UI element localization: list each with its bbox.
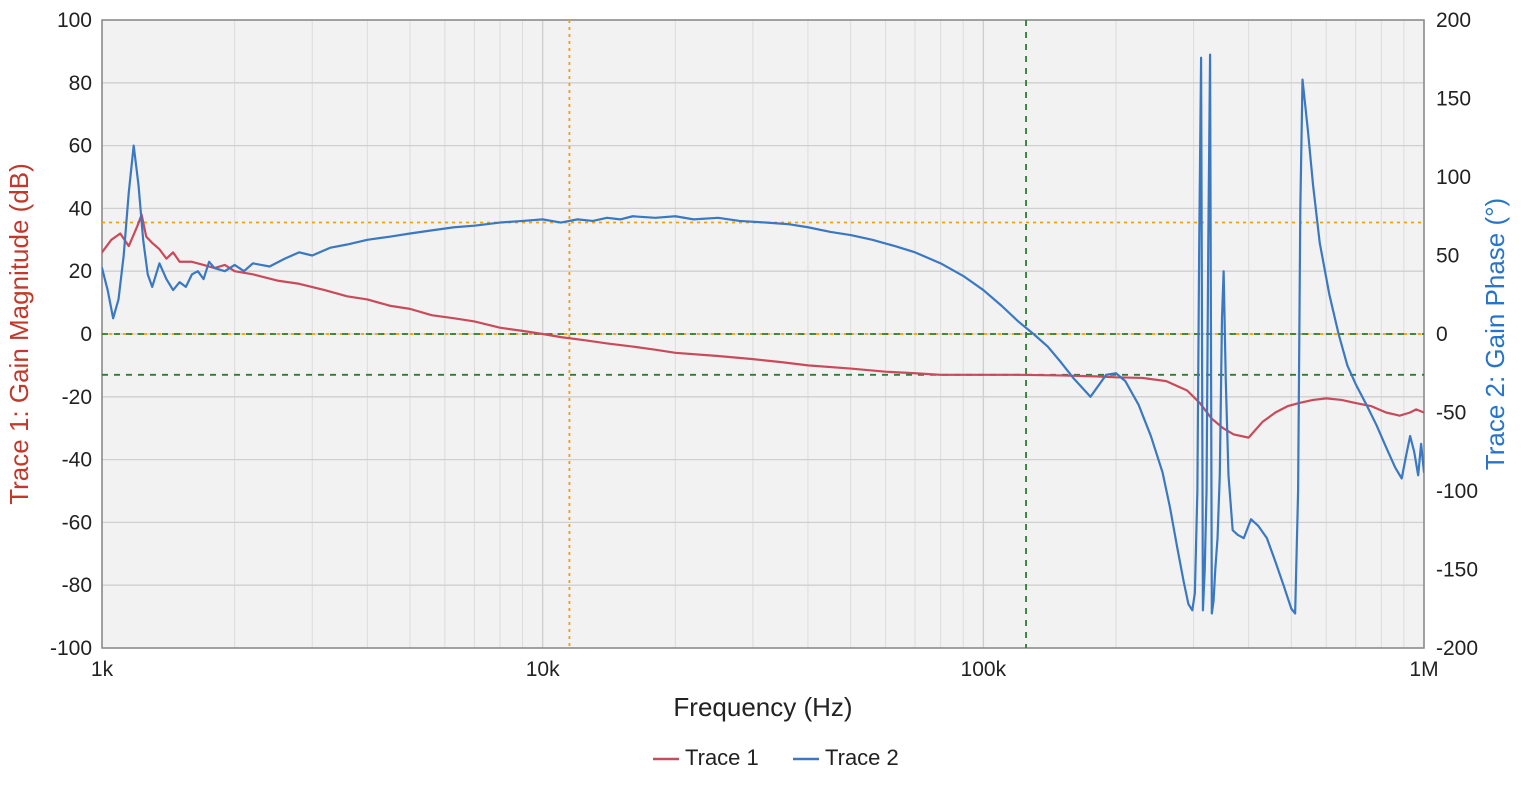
y2-tick-label: 50	[1436, 245, 1459, 268]
y2-tick-label: 200	[1436, 9, 1471, 32]
chart-svg: 1k 10k 100k 1M Frequency (Hz) -100 -80 -60 -40 -2…	[0, 0, 1532, 789]
bode-plot-chart: 1k 10k 100k 1M Frequency (Hz) -100 -80 -60 -40 -2…	[0, 0, 1532, 789]
x-tick-label: 100k	[961, 658, 1007, 681]
y2-tick-label: -200	[1436, 637, 1478, 660]
y2-tick-label: -50	[1436, 402, 1466, 425]
y1-tick-label: 80	[69, 72, 92, 95]
y1-tick-label: 60	[69, 135, 92, 158]
legend-label: Trace 2	[825, 745, 899, 770]
y1-tick-label: -80	[62, 574, 92, 597]
y2-tick-label: -150	[1436, 559, 1478, 582]
y1-tick-label: -20	[62, 386, 92, 409]
x-tick-label: 10k	[526, 658, 560, 681]
y1-tick-label: -100	[50, 637, 92, 660]
y2-axis-label: Trace 2: Gain Phase (°)	[1480, 198, 1510, 470]
y1-axis-label: Trace 1: Gain Magnitude (dB)	[4, 163, 34, 505]
x-tick-label: 1M	[1409, 658, 1438, 681]
y2-tick-label: 150	[1436, 88, 1471, 111]
y2-tick-label: -100	[1436, 480, 1478, 503]
y2-tick-label: 0	[1436, 323, 1448, 346]
y2-tick-label: 100	[1436, 166, 1471, 189]
x-axis-label: Frequency (Hz)	[673, 692, 852, 722]
y1-tick-label: 0	[80, 323, 92, 346]
y1-tick-label: -40	[62, 449, 92, 472]
x-tick-label: 1k	[91, 658, 114, 681]
legend-label: Trace 1	[685, 745, 759, 770]
y1-tick-label: 40	[69, 197, 92, 220]
y1-tick-label: 100	[57, 9, 92, 32]
y1-tick-label: 20	[69, 260, 92, 283]
y1-tick-label: -60	[62, 511, 92, 534]
